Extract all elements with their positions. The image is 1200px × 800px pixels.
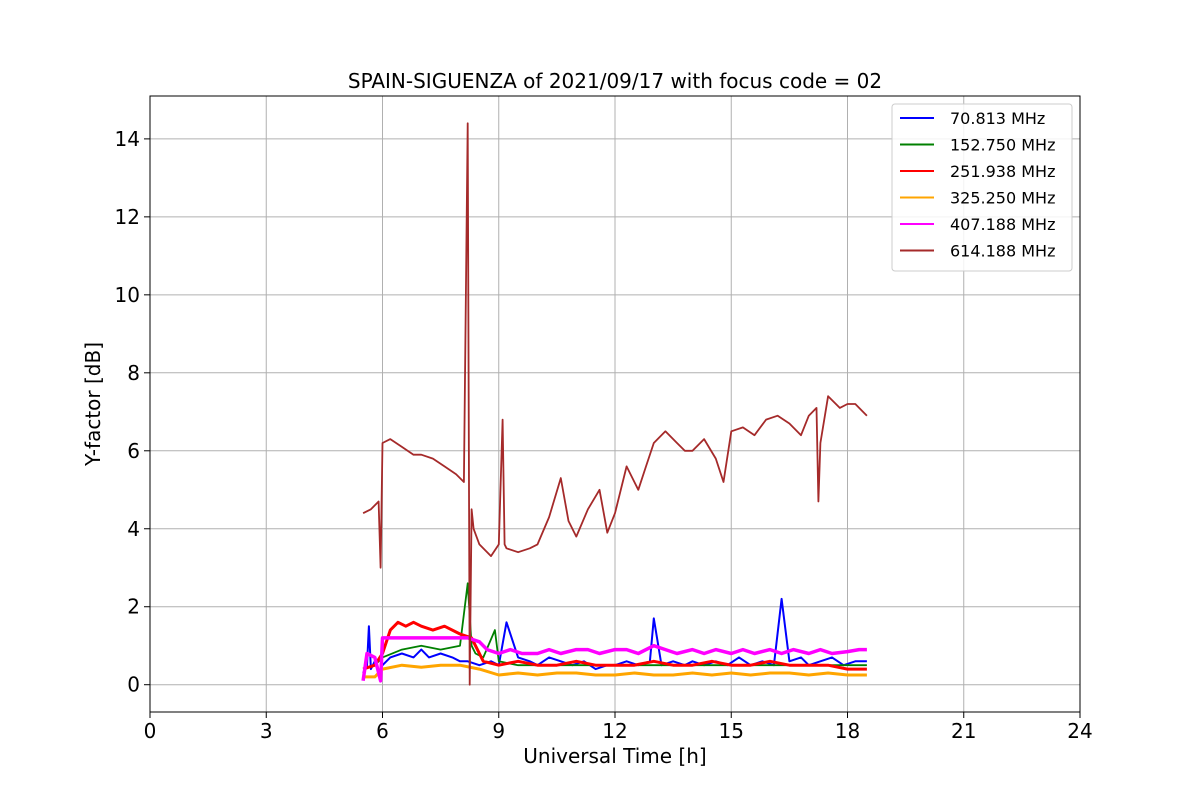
- chart-title: SPAIN-SIGUENZA of 2021/09/17 with focus …: [348, 69, 882, 93]
- legend-label: 325.250 MHz: [950, 189, 1055, 208]
- series-line-251-938-mhz: [362, 620, 867, 671]
- legend-label: 614.188 MHz: [950, 242, 1055, 261]
- x-tick-label: 3: [260, 719, 273, 743]
- legend: 70.813 MHz 152.750 MHz 251.938 MHz 325.250 …: [891, 103, 1073, 272]
- x-tick-label: 12: [602, 719, 627, 743]
- y-tick-label: 6: [127, 439, 140, 463]
- series-line-614-188-mhz: [362, 122, 868, 686]
- series-line-407-188-mhz: [361, 636, 867, 683]
- x-tick-label: 21: [951, 719, 976, 743]
- y-tick-label: 8: [127, 361, 140, 385]
- y-tick-label: 4: [127, 517, 140, 541]
- x-tick-label: 9: [492, 719, 505, 743]
- y-axis-label: Y-factor [dB]: [81, 342, 105, 467]
- legend-label: 407.188 MHz: [950, 215, 1055, 234]
- x-tick-label: 6: [376, 719, 389, 743]
- x-tick-label: 0: [144, 719, 157, 743]
- y-tick-label: 10: [115, 283, 140, 307]
- y-tick-label: 14: [115, 127, 140, 151]
- legend-label: 152.750 MHz: [950, 136, 1055, 155]
- y-tick-label: 12: [115, 205, 140, 229]
- x-axis-label: Universal Time [h]: [523, 744, 706, 768]
- y-tick-label: 0: [127, 673, 140, 697]
- legend-label: 70.813 MHz: [950, 109, 1045, 128]
- legend-label: 251.938 MHz: [950, 162, 1055, 181]
- legend-box: [891, 103, 1073, 272]
- series-line-325-250-mhz: [363, 663, 867, 679]
- y-tick-label: 2: [127, 595, 140, 619]
- series-layer: [361, 122, 868, 686]
- x-tick-label: 18: [835, 719, 860, 743]
- x-tick-label: 24: [1067, 719, 1092, 743]
- x-tick-label: 15: [719, 719, 744, 743]
